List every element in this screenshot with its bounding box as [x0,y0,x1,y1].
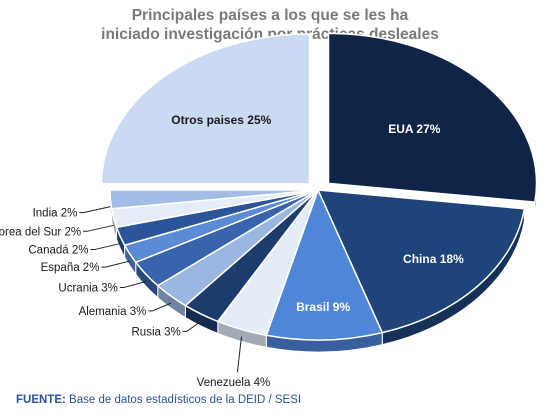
source-note: FUENTE: Base de datos estadísticos de la… [16,394,301,406]
slice-label-corea-del-sur: Corea del Sur 2% [0,226,81,238]
pie-slice-china [316,189,526,334]
leader-line-rusia [182,320,202,332]
pie-slice-otros-paises [100,33,311,185]
chart-title-line-1: Principales países a los que se les ha [131,7,409,24]
slice-label-espa-a: España 2% [41,262,100,274]
slice-label-canad-: Canadá 2% [28,245,88,257]
pie-slices [100,32,538,353]
leader-line-venezuela [236,336,242,373]
pie-slice-brasil [265,187,384,341]
slice-label-brasil: Brasil 9% [296,300,350,314]
slice-label-ucrania: Ucrania 3% [58,283,117,295]
leader-line-alemania [148,302,172,312]
pie-labels: EUA 27% China 18% Brasil 9% Venezuela 4% Rus… [0,113,464,389]
leader-line-espa-a [101,260,130,268]
slice-label-india: India 2% [33,208,78,220]
source-prefix: FUENTE: [16,394,66,406]
leader-line-ucrania [119,281,147,289]
source-text: Base de datos estadísticos de la DEID / … [69,394,302,406]
slice-label-alemania: Alemania 3% [79,306,147,318]
leader-line-india [79,206,111,214]
leader-line-canad- [90,243,121,251]
slice-label-rusia: Rusia 3% [132,326,181,338]
leader-line-corea-del-sur [83,224,114,232]
slice-label-venezuela: Venezuela 4% [197,377,271,389]
slice-label-eua: EUA 27% [388,122,441,136]
slice-label-china: China 18% [403,252,464,266]
pie-slice-eua [327,32,538,203]
pie-slice-india [109,189,319,210]
slice-label-otros-paises: Otros paises 25% [171,113,271,127]
